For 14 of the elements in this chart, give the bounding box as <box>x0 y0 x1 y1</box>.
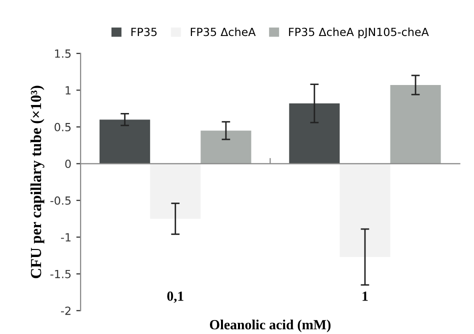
legend-label: FP35 <box>131 28 157 36</box>
y-tick-label: 1.5 <box>55 50 71 58</box>
y-tick-label: -0.5 <box>50 196 71 205</box>
y-tick-label: 0.5 <box>54 122 71 132</box>
x-tick-label: 0,1 <box>167 291 184 303</box>
y-tick-label: 0 <box>65 160 71 168</box>
legend-label: FP35 ΔcheA <box>190 28 256 36</box>
y-tick-label: 1 <box>66 86 71 94</box>
y-axis-title: CFU per capillary tube (×10³) <box>30 86 44 278</box>
y-tick-label: -2 <box>61 306 70 315</box>
y-tick-label: -1.5 <box>50 270 71 278</box>
legend-label: FP35 ΔcheA pJN105-cheA <box>289 28 429 38</box>
x-axis-title: Oleanolic acid (mM) <box>210 320 331 332</box>
y-tick-label: -1 <box>61 233 71 242</box>
